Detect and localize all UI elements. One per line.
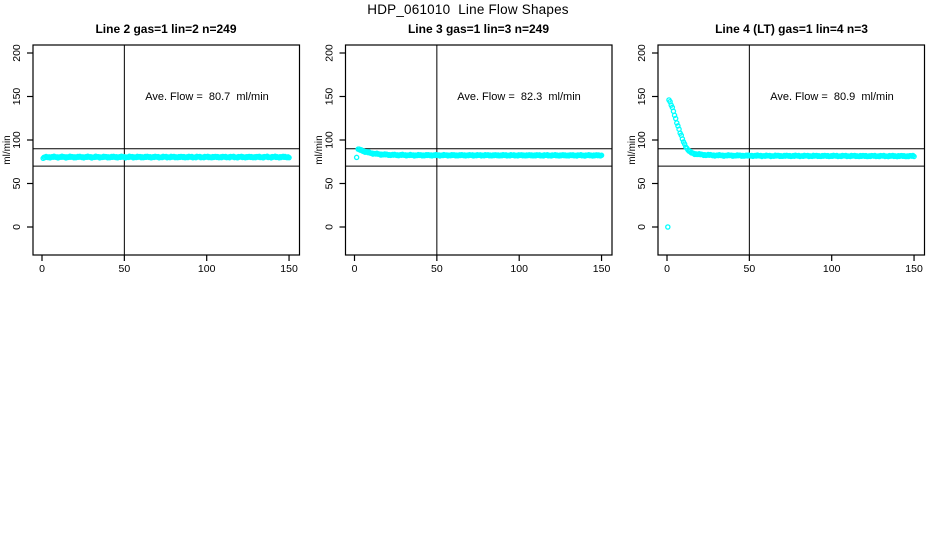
data-point <box>681 141 688 147</box>
panel-title: Line 3 gas=1 lin=3 n=249 <box>408 22 549 36</box>
data-point <box>679 136 686 142</box>
y-axis-label: ml/min <box>2 135 13 164</box>
x-tick-label: 100 <box>198 263 216 275</box>
y-tick-label: 150 <box>636 88 648 106</box>
y-tick-label: 0 <box>11 224 23 230</box>
y-tick-label: 50 <box>324 178 336 190</box>
x-tick-label: 0 <box>352 263 358 275</box>
plot-box <box>344 44 613 256</box>
x-tick-label: 50 <box>744 263 756 275</box>
x-tick-label: 150 <box>905 263 923 275</box>
data-point <box>911 153 917 160</box>
y-axis-label: ml/min <box>627 135 638 164</box>
figure-title: HDP_061010 Line Flow Shapes <box>367 2 569 17</box>
y-tick-label: 0 <box>636 224 648 230</box>
x-tick-label: 150 <box>593 263 611 275</box>
data-point-outlier <box>665 224 671 230</box>
x-tick-label: 0 <box>664 263 670 275</box>
ave-flow-annotation: Ave. Flow = 82.3 ml/min <box>457 91 581 103</box>
y-tick-label: 50 <box>11 178 23 190</box>
y-tick-label: 200 <box>324 44 336 62</box>
y-axis-label: ml/min <box>314 135 325 164</box>
data-point <box>598 152 605 159</box>
plot-area: 0 50 100 150 0 50 100 150 200 <box>11 44 301 275</box>
ave-flow-annotation: Ave. Flow = 80.7 ml/min <box>145 91 269 103</box>
y-tick-label: 50 <box>636 178 648 190</box>
y-tick-label: 150 <box>11 88 23 106</box>
y-tick-label: 100 <box>636 131 648 149</box>
x-tick-label: 0 <box>39 263 45 275</box>
plot-area: 0 50 100 150 0 50 100 150 200 <box>324 44 613 275</box>
panel-line2: Line 2 gas=1 lin=2 n=249 Ave. Flow = 80.… <box>2 22 301 275</box>
data-point <box>672 115 679 122</box>
panel-line3: Line 3 gas=1 lin=3 n=249 Ave. Flow = 82.… <box>314 22 613 275</box>
panel-line4: Line 4 (LT) gas=1 lin=4 n=3 Ave. Flow = … <box>627 22 926 275</box>
data-point-outlier <box>353 154 360 161</box>
data-point <box>286 154 292 161</box>
x-tick-label: 50 <box>431 263 443 275</box>
y-tick-label: 100 <box>324 131 336 149</box>
x-tick-label: 100 <box>823 263 841 275</box>
plot-box <box>657 44 926 256</box>
y-tick-label: 200 <box>636 44 648 62</box>
x-tick-label: 100 <box>510 263 528 275</box>
y-tick-label: 0 <box>324 224 336 230</box>
panel-title: Line 2 gas=1 lin=2 n=249 <box>95 22 236 36</box>
ave-flow-annotation: Ave. Flow = 80.9 ml/min <box>770 91 894 103</box>
x-tick-label: 50 <box>119 263 131 275</box>
plot-area: 0 50 100 150 0 50 100 150 200 <box>636 44 926 275</box>
y-tick-label: 200 <box>11 44 23 62</box>
y-tick-label: 150 <box>324 88 336 106</box>
x-tick-label: 150 <box>280 263 298 275</box>
plot-box <box>32 44 301 256</box>
panel-title: Line 4 (LT) gas=1 lin=4 n=3 <box>715 22 868 36</box>
data-point <box>674 120 680 126</box>
y-tick-label: 100 <box>11 131 23 149</box>
